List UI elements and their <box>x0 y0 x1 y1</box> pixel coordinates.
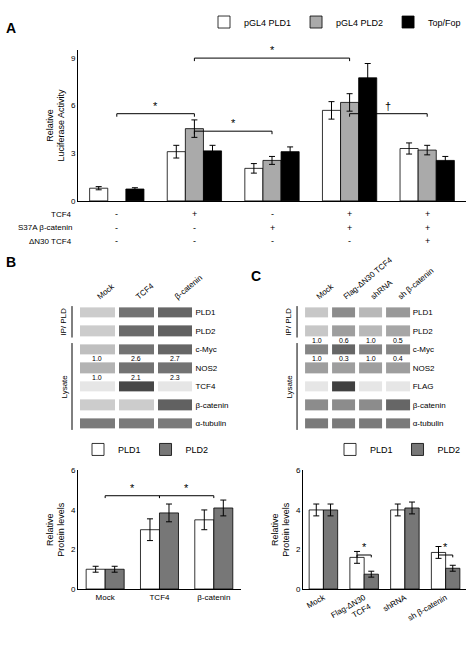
svg-text:β-catenin: β-catenin <box>413 401 446 410</box>
svg-text:-: - <box>193 223 196 233</box>
svg-text:β-catenin: β-catenin <box>197 593 230 602</box>
svg-text:†: † <box>385 100 391 112</box>
svg-text:*: * <box>443 541 448 553</box>
svg-text:Flag-ΔN30TCF4: Flag-ΔN30TCF4 <box>330 593 373 629</box>
svg-text:sh β-catenin: sh β-catenin <box>406 593 448 623</box>
svg-text:2: 2 <box>296 545 301 554</box>
svg-text:6: 6 <box>71 466 76 475</box>
svg-text:IP/ PLD: IP/ PLD <box>59 308 68 336</box>
svg-text:-: - <box>271 236 274 246</box>
svg-text:0: 0 <box>71 197 76 206</box>
svg-text:C: C <box>251 268 261 284</box>
svg-text:Mock: Mock <box>95 282 116 302</box>
svg-text:0.3: 0.3 <box>339 355 349 362</box>
svg-text:1.0: 1.0 <box>312 355 322 362</box>
svg-text:0: 0 <box>71 585 76 594</box>
svg-text:Lysate: Lysate <box>285 375 294 399</box>
svg-text:-: - <box>348 236 351 246</box>
svg-text:PLD2: PLD2 <box>438 445 461 455</box>
svg-text:2.1: 2.1 <box>131 374 141 381</box>
svg-text:1.0: 1.0 <box>366 355 376 362</box>
svg-text:PLD1: PLD1 <box>195 308 216 317</box>
svg-text:-: - <box>115 236 118 246</box>
svg-text:9: 9 <box>71 54 76 63</box>
svg-text:c-Myc: c-Myc <box>195 345 216 354</box>
svg-text:PLD1: PLD1 <box>413 308 434 317</box>
svg-text:Lysate: Lysate <box>60 375 69 399</box>
svg-text:1.0: 1.0 <box>366 337 376 344</box>
svg-text:Mock: Mock <box>305 593 327 611</box>
svg-text:c-Myc: c-Myc <box>413 345 434 354</box>
svg-text:2.7: 2.7 <box>170 355 180 362</box>
svg-text:RelativeProtein levels: RelativeProtein levels <box>45 502 67 557</box>
svg-text:+: + <box>425 209 430 219</box>
svg-text:sh β-catenin: sh β-catenin <box>396 266 435 301</box>
svg-text:*: * <box>153 100 158 112</box>
svg-text:PLD2: PLD2 <box>186 445 209 455</box>
svg-text:2: 2 <box>71 545 76 554</box>
svg-text:α-tubulin: α-tubulin <box>413 419 444 428</box>
svg-text:*: * <box>362 541 367 553</box>
svg-text:RelativeLuciferase Activity: RelativeLuciferase Activity <box>45 89 67 162</box>
svg-text:0.4: 0.4 <box>393 355 403 362</box>
svg-text:0.5: 0.5 <box>393 337 403 344</box>
svg-text:β-catenin: β-catenin <box>195 401 228 410</box>
svg-text:+: + <box>270 223 275 233</box>
svg-text:pGL4 PLD1: pGL4 PLD1 <box>244 18 291 28</box>
svg-text:4: 4 <box>296 506 301 515</box>
svg-text:+: + <box>192 209 197 219</box>
svg-text:NOS2: NOS2 <box>195 364 217 373</box>
svg-text:+: + <box>425 236 430 246</box>
svg-text:IP/ PLD: IP/ PLD <box>284 308 293 336</box>
svg-text:PLD1: PLD1 <box>370 445 393 455</box>
svg-text:-: - <box>193 236 196 246</box>
svg-text:*: * <box>231 117 236 129</box>
svg-text:+: + <box>425 223 430 233</box>
svg-text:A: A <box>6 20 16 36</box>
svg-text:1.0: 1.0 <box>92 374 102 381</box>
svg-text:β-catenin: β-catenin <box>173 273 204 301</box>
svg-text:0.6: 0.6 <box>339 337 349 344</box>
svg-text:*: * <box>270 44 275 56</box>
svg-text:0: 0 <box>296 585 301 594</box>
svg-text:S37A β-catenin: S37A β-catenin <box>18 223 72 232</box>
svg-text:-: - <box>115 223 118 233</box>
svg-text:Mock: Mock <box>315 282 336 302</box>
svg-text:-: - <box>115 209 118 219</box>
svg-text:TCF4: TCF4 <box>51 210 72 219</box>
svg-text:6: 6 <box>296 466 301 475</box>
svg-text:B: B <box>6 254 16 270</box>
svg-text:2.3: 2.3 <box>170 374 180 381</box>
svg-text:+: + <box>347 209 352 219</box>
svg-text:shRNA: shRNA <box>369 278 395 302</box>
svg-text:Mock: Mock <box>96 593 116 602</box>
svg-text:2.6: 2.6 <box>131 355 141 362</box>
svg-text:shRNA: shRNA <box>381 593 408 614</box>
svg-text:α-tubulin: α-tubulin <box>195 419 226 428</box>
svg-text:PLD2: PLD2 <box>413 327 434 336</box>
svg-text:pGL4 PLD2: pGL4 PLD2 <box>336 18 383 28</box>
svg-text:1.0: 1.0 <box>312 337 322 344</box>
svg-text:1.0: 1.0 <box>92 355 102 362</box>
svg-text:Flag-ΔN30 TCF4: Flag-ΔN30 TCF4 <box>342 255 394 301</box>
svg-text:TCF4: TCF4 <box>134 281 156 301</box>
svg-text:NOS2: NOS2 <box>413 364 435 373</box>
svg-text:FLAG: FLAG <box>413 382 434 391</box>
svg-text:+: + <box>347 223 352 233</box>
svg-text:TCF4: TCF4 <box>195 382 216 391</box>
svg-text:Top/Fop: Top/Fop <box>428 18 461 28</box>
svg-text:-: - <box>271 209 274 219</box>
svg-text:TCF4: TCF4 <box>149 593 170 602</box>
svg-text:PLD2: PLD2 <box>195 327 216 336</box>
svg-text:PLD1: PLD1 <box>118 445 141 455</box>
svg-text:ΔN30 TCF4: ΔN30 TCF4 <box>29 237 72 246</box>
svg-text:*: * <box>130 482 135 494</box>
svg-text:3: 3 <box>71 149 76 158</box>
svg-text:6: 6 <box>71 101 76 110</box>
svg-text:4: 4 <box>71 506 76 515</box>
svg-text:RelativeProtein levels: RelativeProtein levels <box>270 502 292 557</box>
svg-text:*: * <box>184 482 189 494</box>
